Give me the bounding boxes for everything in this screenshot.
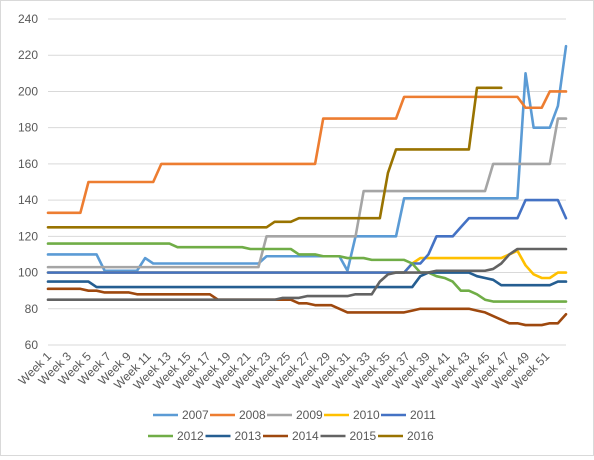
series-line-2012 [46, 242, 568, 303]
series-line-2007 [46, 44, 568, 273]
legend-label-2009: 2009 [296, 408, 323, 422]
y-tick-label: 200 [18, 84, 38, 98]
y-tick-label: 220 [18, 48, 38, 62]
series-lines [46, 44, 568, 327]
legend-label-2010: 2010 [353, 408, 380, 422]
legend-label-2012: 2012 [177, 429, 204, 443]
y-tick-label: 240 [18, 12, 38, 26]
legend-label-2015: 2015 [350, 429, 377, 443]
legend-label-2007: 2007 [182, 408, 209, 422]
series-line-2008 [46, 90, 568, 215]
y-tick-label: 120 [18, 229, 38, 243]
series-line-2016 [46, 86, 503, 229]
legend-label-2014: 2014 [292, 429, 319, 443]
legend-label-2013: 2013 [235, 429, 262, 443]
series-line-2009 [46, 117, 568, 269]
y-tick-label: 60 [25, 338, 39, 352]
series-line-2011 [46, 198, 568, 274]
legend-label-2016: 2016 [407, 429, 434, 443]
y-axis-ticks: 60 80 100 120 140 160 180 200 220 240 [18, 12, 38, 352]
series-line-2013 [46, 271, 568, 289]
legend-label-2011: 2011 [410, 408, 436, 422]
legend-label-2008: 2008 [239, 408, 266, 422]
series-line-2014 [46, 287, 568, 327]
series-line-2015 [46, 247, 568, 302]
y-tick-label: 140 [18, 193, 38, 207]
y-tick-label: 160 [18, 157, 38, 171]
legend: 2007 2008 2009 2010 2011 2012 2013 2014 2015 2016 [148, 408, 436, 443]
y-tick-label: 180 [18, 121, 38, 135]
y-tick-label: 100 [18, 266, 38, 280]
y-tick-label: 80 [25, 302, 39, 316]
